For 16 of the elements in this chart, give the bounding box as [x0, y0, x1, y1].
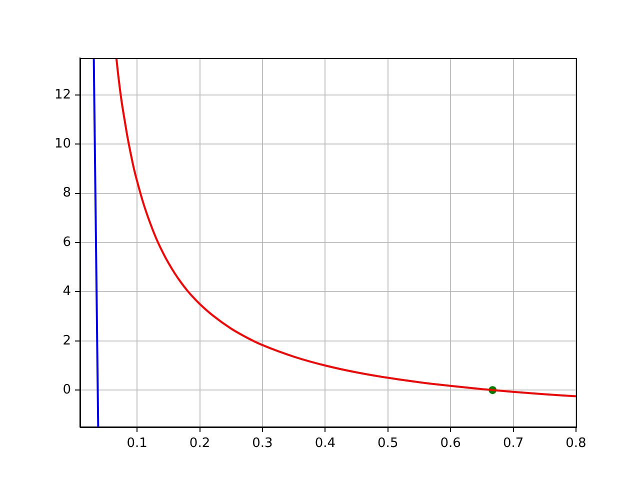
y-tick-label: 2 [62, 333, 71, 348]
x-tick-label: 0.6 [440, 436, 461, 452]
x-tick-label: 0.5 [378, 436, 398, 452]
x-tick-label: 0.3 [252, 436, 273, 452]
x-tick-label: 0.8 [566, 436, 586, 452]
x-tick-label: 0.2 [189, 436, 210, 452]
y-tick-label: 10 [54, 136, 71, 152]
x-tick-label: 0.1 [126, 436, 148, 452]
x-tick-label: 0.4 [314, 436, 336, 452]
y-tick-label: 6 [62, 234, 71, 250]
y-tick-label: 8 [62, 186, 71, 201]
y-tick-label: 4 [62, 284, 71, 300]
y-tick-label: 12 [54, 87, 71, 102]
y-tick-label: 0 [62, 382, 71, 398]
line-series [115, 58, 576, 398]
x-tick-label: 0.7 [502, 436, 524, 452]
